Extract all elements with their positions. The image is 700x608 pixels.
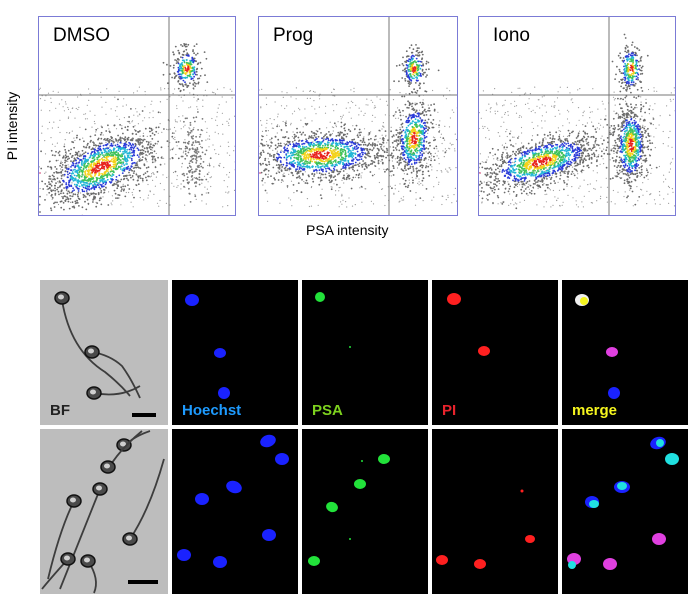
- pi-panel-row1: PI: [432, 280, 558, 425]
- flow-plot-label: Prog: [273, 25, 314, 46]
- pi-panel-row2: [432, 429, 558, 594]
- hoechst-panel-row1: Hoechst: [172, 280, 298, 425]
- scale-bar: [132, 413, 156, 417]
- y-axis-label: PI intensity: [4, 91, 21, 161]
- psa-panel-row1: PSA: [302, 280, 428, 425]
- channel-label-psa: PSA: [312, 402, 343, 419]
- flow-plot-dmso: DMSO: [38, 16, 236, 216]
- bf-panel-row1: BF: [40, 280, 168, 425]
- flow-plot-prog: Prog: [258, 16, 458, 216]
- merge-panel-row2: [562, 429, 688, 594]
- channel-label-pi: PI: [442, 402, 457, 419]
- channel-label-merge: merge: [572, 402, 618, 419]
- hoechst-panel-row2: [172, 429, 298, 594]
- bf-panel-row2: [40, 429, 168, 594]
- flow-plot-label: DMSO: [53, 25, 110, 46]
- scale-bar: [128, 580, 158, 584]
- flow-plot-iono: Iono: [478, 16, 676, 216]
- psa-panel-row2: [302, 429, 428, 594]
- merge-panel-row1: merge: [562, 280, 688, 425]
- x-axis-label: PSA intensity: [306, 222, 389, 238]
- flow-plot-label: Iono: [493, 25, 530, 46]
- channel-label-hoechst: Hoechst: [182, 402, 242, 419]
- channel-label-bf: BF: [50, 402, 70, 419]
